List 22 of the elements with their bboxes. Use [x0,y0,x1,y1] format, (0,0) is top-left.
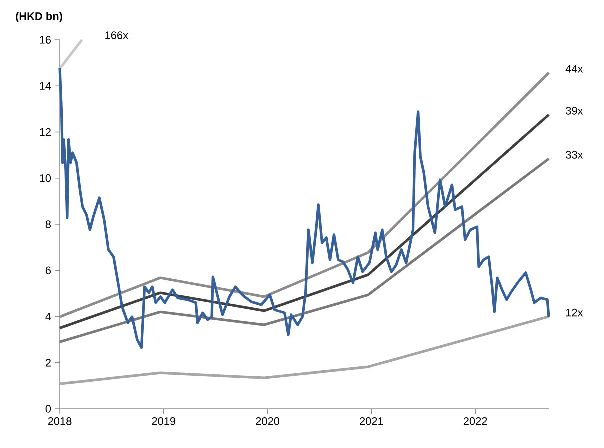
line-series [58,315,550,386]
series-label: 44x [566,65,584,73]
text: 166x [106,32,128,40]
y-tick-label: 0 [46,405,52,413]
x-tick-label: 2020 [256,418,280,426]
y-tick-label: 8 [46,220,51,228]
y-tick-label: 6 [46,266,51,275]
y-tick-label: 10 [40,174,52,182]
line-series [58,158,550,344]
y-tick-label: 16 [40,36,51,44]
x-tick-label: 2022 [464,418,488,426]
series-label: 33x [566,151,584,159]
series-label: 39x [566,107,584,115]
y-tick-label: 2 [46,359,51,367]
y-axis-title: (HKD bn) [16,12,62,22]
series-label: 12x [566,308,584,317]
y-tick-label: 12 [40,128,51,136]
y-tick-label: 14 [40,82,52,90]
x-tick-label: 2018 [48,418,72,426]
x-tick-label: 2021 [360,418,384,426]
y-tick-label: 4 [46,312,52,321]
x-tick-label: 2019 [152,418,176,426]
